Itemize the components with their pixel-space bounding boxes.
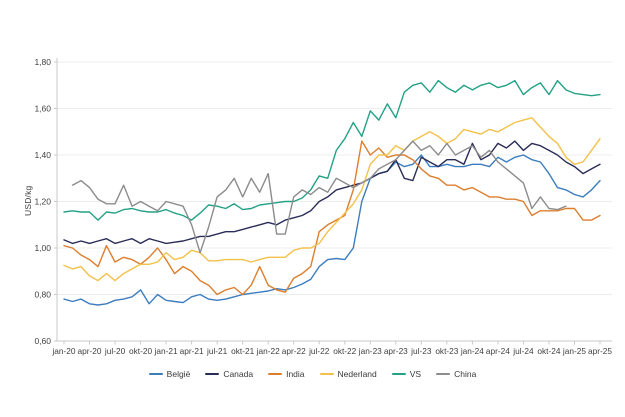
series-line-vs [63,79,601,221]
legend-item-china: China [436,369,476,379]
y-tick-label: 0,60 [34,336,51,346]
legend-swatch-canada [205,373,220,375]
series-line-belgi [63,154,601,306]
legend-label-china: China [454,369,477,379]
legend-label-nederland: Nederland [337,369,377,379]
series-line-canada [63,140,601,245]
x-tick-label: okt-23 [435,346,458,356]
legend-label-canada: Canada [223,369,254,379]
legend-swatch-belgi [148,373,163,375]
chart-legend: België Canada India Nederland VS China [0,369,625,379]
legend-label-belgi: België [166,369,191,379]
x-tick-label: jan-25 [562,346,586,356]
x-tick-label: okt-21 [231,346,254,356]
x-tick-label: jan-23 [358,346,382,356]
x-tick-label: jul-20 [104,346,126,356]
y-tick-label: 1,80 [34,57,51,67]
legend-swatch-india [268,373,283,375]
y-tick-label: 1,60 [34,104,51,114]
x-tick-label: jul-23 [410,346,432,356]
series-line-china [71,140,567,254]
legend-item-belgi: België [148,369,191,379]
legend-swatch-china [436,373,451,375]
x-tick-label: jan-21 [154,346,178,356]
legend-item-nederland: Nederland [319,369,377,379]
x-tick-label: jan-24 [460,346,484,356]
x-tick-label: okt-24 [537,346,560,356]
x-tick-label: apr-23 [384,346,408,356]
legend-swatch-vs [391,373,406,375]
series-line-nederland [63,117,601,282]
x-tick-label: apr-20 [78,346,102,356]
legend-item-canada: Canada [205,369,253,379]
y-tick-label: 1,40 [34,150,51,160]
x-tick-label: apr-24 [486,346,510,356]
x-tick-label: apr-25 [588,346,612,356]
y-tick-label: 1,20 [34,197,51,207]
x-tick-label: jul-22 [308,346,330,356]
legend-label-vs: VS [409,369,422,379]
y-axis-title: USD/kg [23,185,33,217]
legend-item-india: India [268,369,305,379]
price-line-chart: 0,60 0,80 1,00 1,20 1,40 1,60 1,80 jan-20 apr-20… [34,57,612,356]
x-tick-label: jan-22 [256,346,280,356]
x-tick-label: jul-24 [512,346,534,356]
y-tick-label: 0,80 [34,290,51,300]
x-tick-label: jul-21 [206,346,228,356]
x-tick-label: apr-21 [180,346,204,356]
series-line-india [63,140,601,296]
x-tick-label: okt-22 [333,346,356,356]
x-tick-label: apr-22 [282,346,306,356]
legend-item-vs: VS [391,369,422,379]
legend-label-india: India [286,369,305,379]
y-tick-label: 1,00 [34,243,51,253]
legend-swatch-nederland [319,373,334,375]
x-tick-label: okt-20 [129,346,152,356]
x-tick-label: jan-20 [51,346,75,356]
